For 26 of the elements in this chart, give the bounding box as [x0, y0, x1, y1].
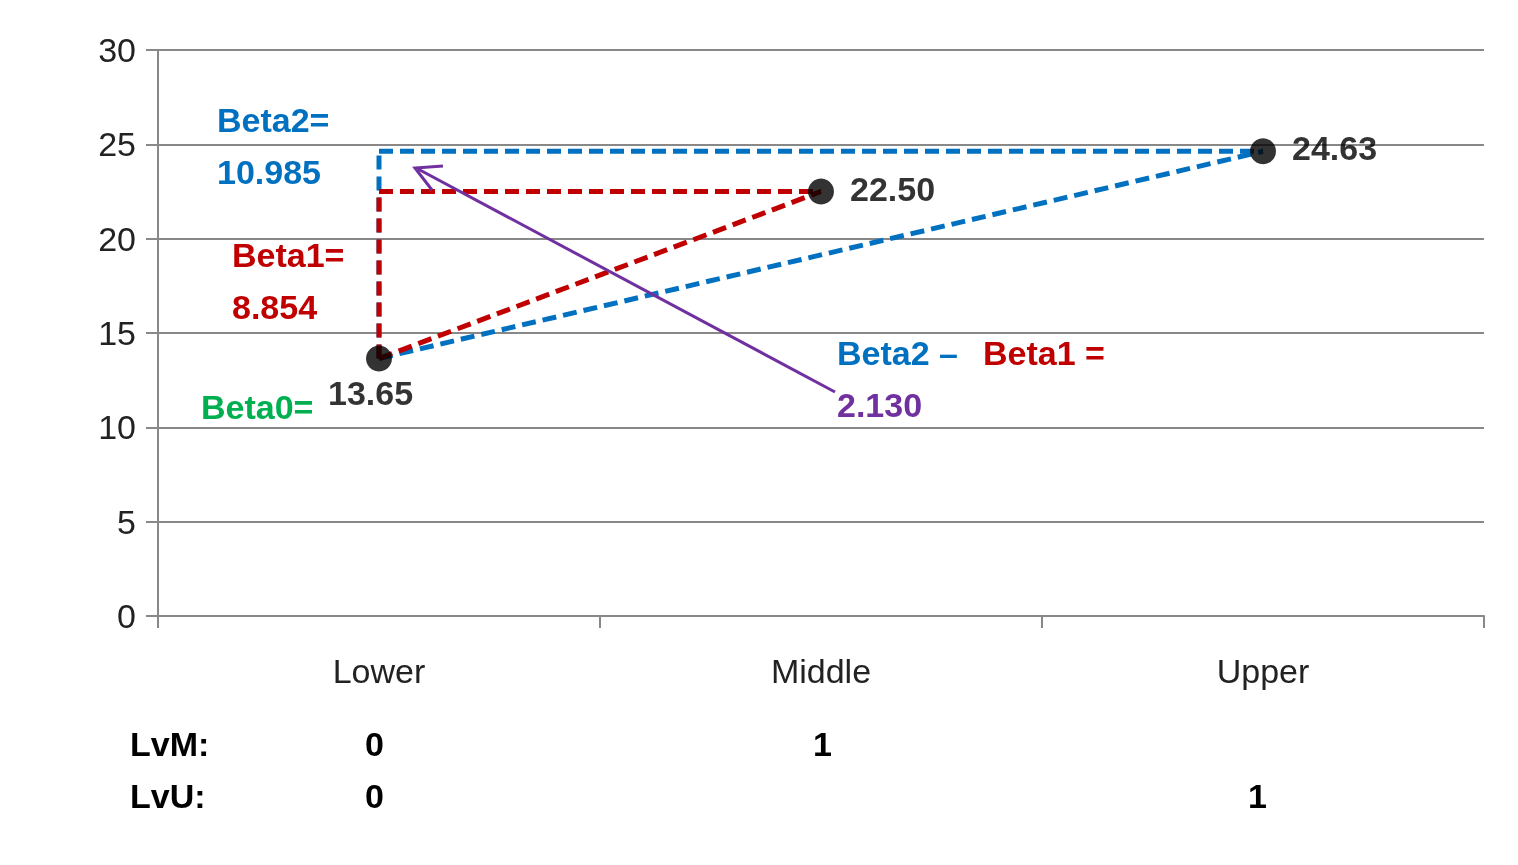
annotation: Beta2 –: [837, 334, 958, 372]
text: LvU:: [130, 777, 206, 815]
data-label: 22.50: [850, 169, 936, 208]
text: 0: [365, 725, 384, 763]
annotation: Beta2=: [217, 101, 330, 139]
y-tick-label: 5: [117, 502, 136, 541]
y-tick-label: 20: [98, 219, 136, 258]
text: 1: [813, 725, 832, 763]
data-label: 13.65: [328, 374, 414, 413]
annotation: 8.854: [232, 288, 318, 326]
x-tick-label: Middle: [770, 652, 872, 690]
annotation: 2.130: [837, 386, 923, 424]
y-tick-label: 15: [98, 314, 136, 352]
annotation: Beta0=: [201, 388, 314, 426]
annotation: Beta1 =: [983, 334, 1105, 372]
y-tick-label: 10: [98, 408, 136, 447]
annotation: Beta1=: [232, 236, 345, 274]
text: 1: [1248, 777, 1267, 815]
y-tick-label: 30: [98, 31, 136, 69]
y-tick-label: 25: [98, 125, 136, 164]
text: 0: [365, 777, 384, 815]
text: LvM:: [130, 725, 210, 763]
y-tick-label: 0: [117, 597, 136, 635]
x-tick-label: Upper: [1216, 652, 1310, 690]
x-tick-label: Lower: [332, 652, 426, 690]
annotation: 10.985: [217, 153, 321, 191]
